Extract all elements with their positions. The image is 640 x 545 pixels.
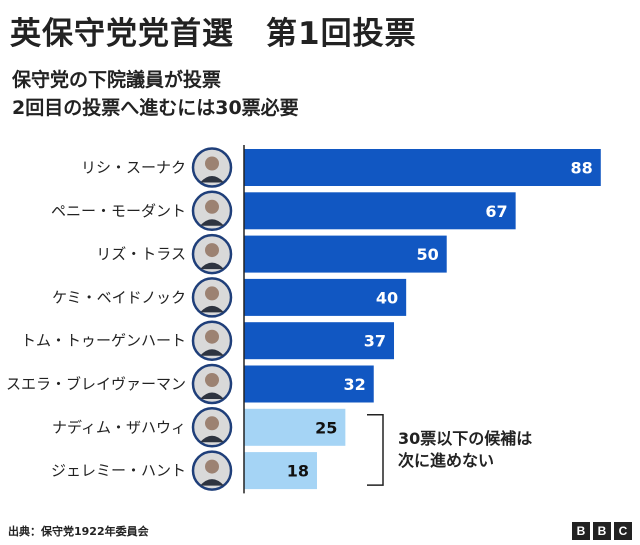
source-note: 出典：保守党1922年委員会 — [8, 525, 149, 538]
category-label-6: スエラ・ブレイヴァーマン — [6, 375, 186, 393]
candidate-portrait-2 — [191, 190, 233, 232]
value-label-1: 88 — [571, 159, 593, 178]
bbc-logo-letter-2: B — [593, 522, 611, 540]
value-label-2: 67 — [485, 202, 507, 221]
category-label-3: リズ・トラス — [96, 245, 186, 263]
category-label-4: ケミ・ベイドノック — [52, 288, 186, 306]
annotation-line2: 次に進めない — [398, 451, 494, 470]
bar-6 — [244, 365, 374, 403]
category-label-1: リシ・スーナク — [81, 159, 186, 177]
bar-5 — [244, 322, 395, 360]
threshold-bracket — [367, 414, 384, 486]
candidate-portrait-3 — [191, 233, 233, 275]
bbc-logo-letter-3: C — [614, 522, 632, 540]
candidate-portrait-6 — [191, 363, 233, 405]
candidate-portrait-8 — [191, 450, 233, 491]
chart-subtitle-line2: 2回目の投票へ進むには30票必要 — [12, 97, 299, 119]
value-label-7: 25 — [315, 418, 337, 437]
chart-title: 英保守党党首選 第1回投票 — [10, 16, 417, 52]
bbc-logo: B B C — [572, 522, 632, 540]
value-label-3: 50 — [416, 245, 438, 264]
bar-7 — [244, 408, 346, 446]
candidate-portrait-1 — [191, 147, 233, 188]
value-label-5: 37 — [364, 332, 386, 351]
bar-2 — [244, 192, 516, 230]
bar-4 — [244, 278, 407, 316]
annotation-line1: 30票以下の候補は — [398, 429, 532, 448]
category-label-7: ナディム・ザハウィ — [52, 418, 186, 436]
candidate-portrait-5 — [191, 320, 233, 361]
category-label-2: ペニー・モーダント — [51, 202, 186, 220]
category-label-5: トム・トゥーゲンハート — [21, 332, 186, 350]
bar-8 — [244, 452, 317, 490]
category-label-8: ジェレミー・ハント — [51, 462, 186, 480]
value-label-4: 40 — [376, 288, 398, 307]
bbc-logo-letter-1: B — [572, 522, 590, 540]
value-label-6: 32 — [343, 375, 365, 394]
candidate-portrait-7 — [191, 407, 233, 448]
chart-subtitle-line1: 保守党の下院議員が投票 — [12, 69, 222, 91]
bar-3 — [244, 235, 447, 273]
candidate-portrait-4 — [191, 277, 233, 318]
bar-1 — [244, 149, 601, 186]
value-label-8: 18 — [287, 462, 309, 481]
